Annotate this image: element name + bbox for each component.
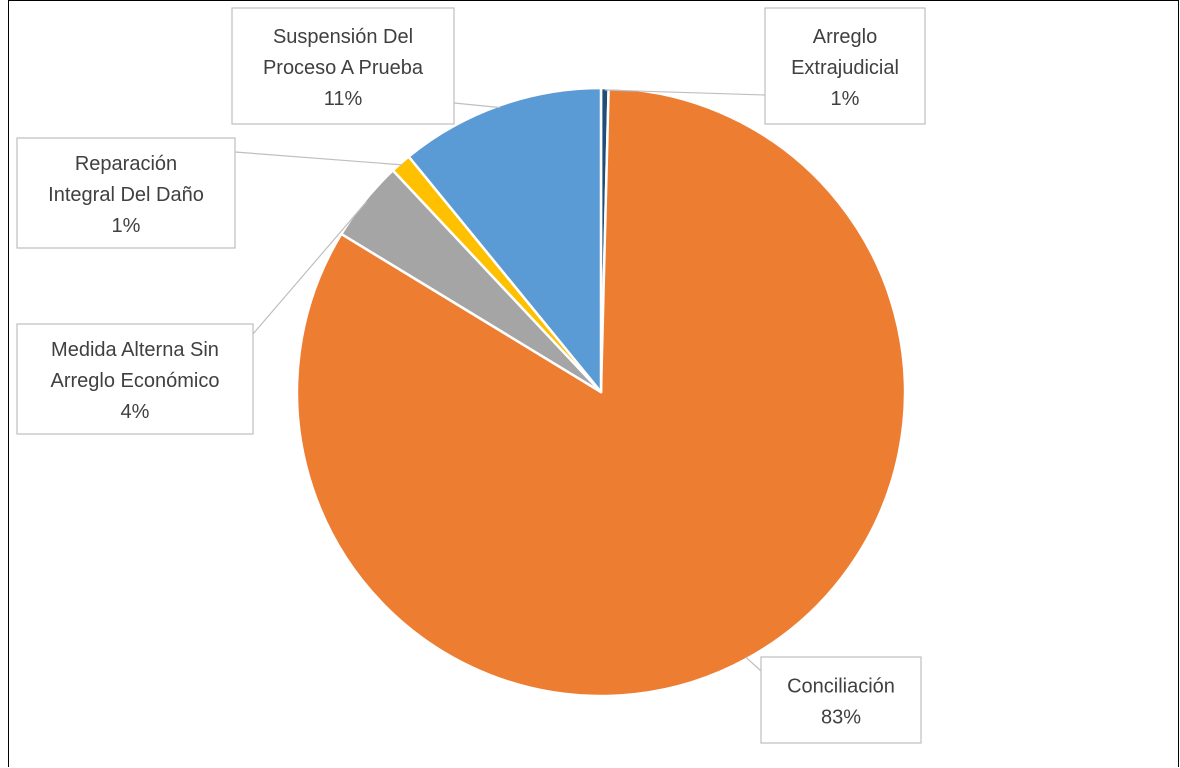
data-label: Suspensión Del Proceso A Prueba 11%	[231, 7, 455, 125]
data-label: Arreglo Extrajudicial 1%	[764, 7, 926, 125]
data-label: Reparación Integral Del Daño 1%	[16, 137, 236, 249]
data-label-category: Reparación	[75, 153, 177, 175]
data-label-percent: 1%	[112, 215, 141, 237]
data-label-box	[764, 7, 926, 125]
data-label-category: Suspensión Del	[273, 26, 413, 48]
pie-slice-suspensión-del-proceso-a-prueba	[407, 86, 603, 394]
data-label-percent: 11%	[324, 88, 363, 110]
data-label-category: Extrajudicial	[791, 57, 899, 79]
leader-line	[604, 89, 766, 96]
data-label: Medida Alterna Sin Arreglo Económico 4%	[16, 323, 254, 435]
data-label-category: Conciliación	[787, 676, 895, 698]
leader-line	[453, 102, 500, 109]
data-label-percent: 4%	[121, 401, 150, 423]
leader-line	[234, 151, 403, 166]
leader-lines	[234, 89, 766, 672]
data-label-category: Medida Alterna Sin	[51, 339, 219, 361]
pie-chart: Arreglo Extrajudicial 1% Conciliación 83% Med…	[16, 7, 926, 744]
data-labels: Arreglo Extrajudicial 1% Conciliación 83% Med…	[16, 7, 926, 744]
chart-area: Arreglo Extrajudicial 1% Conciliación 83% Med…	[8, 0, 1179, 767]
data-label-box	[760, 656, 922, 744]
data-label-box	[16, 137, 236, 249]
data-label-category: Arreglo Económico	[51, 370, 220, 392]
data-label-category: Proceso A Prueba	[263, 57, 424, 79]
data-label-box	[16, 323, 254, 435]
pie-slices	[295, 86, 907, 698]
data-label-box	[231, 7, 455, 125]
data-label-percent: 1%	[831, 88, 860, 110]
data-label: Conciliación 83%	[760, 656, 922, 744]
data-label-category: Integral Del Daño	[48, 184, 204, 206]
data-label-percent: 83%	[821, 707, 861, 729]
leader-line	[745, 656, 762, 672]
leader-line	[252, 201, 367, 335]
data-label-category: Arreglo	[813, 26, 877, 48]
